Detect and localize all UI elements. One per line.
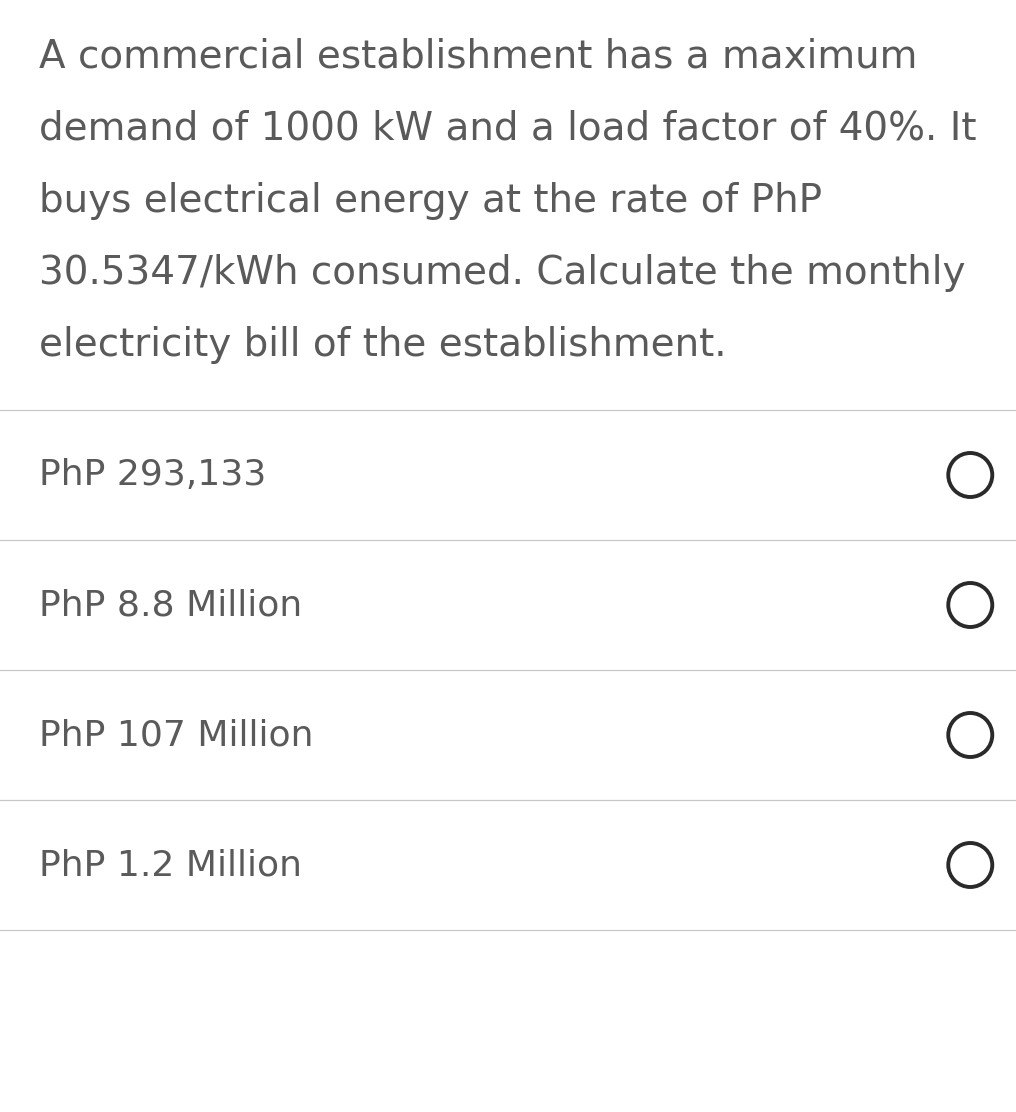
- Text: buys electrical energy at the rate of PhP: buys electrical energy at the rate of Ph…: [39, 182, 822, 220]
- Text: PhP 1.2 Million: PhP 1.2 Million: [39, 848, 302, 882]
- Text: PhP 293,133: PhP 293,133: [39, 458, 266, 492]
- Text: A commercial establishment has a maximum: A commercial establishment has a maximum: [39, 38, 917, 76]
- Text: PhP 8.8 Million: PhP 8.8 Million: [39, 588, 302, 622]
- Text: demand of 1000 kW and a load factor of 40%. It: demand of 1000 kW and a load factor of 4…: [39, 110, 976, 148]
- Text: electricity bill of the establishment.: electricity bill of the establishment.: [39, 326, 726, 364]
- Text: 30.5347/kWh consumed. Calculate the monthly: 30.5347/kWh consumed. Calculate the mont…: [39, 254, 965, 292]
- Text: PhP 107 Million: PhP 107 Million: [39, 718, 313, 752]
